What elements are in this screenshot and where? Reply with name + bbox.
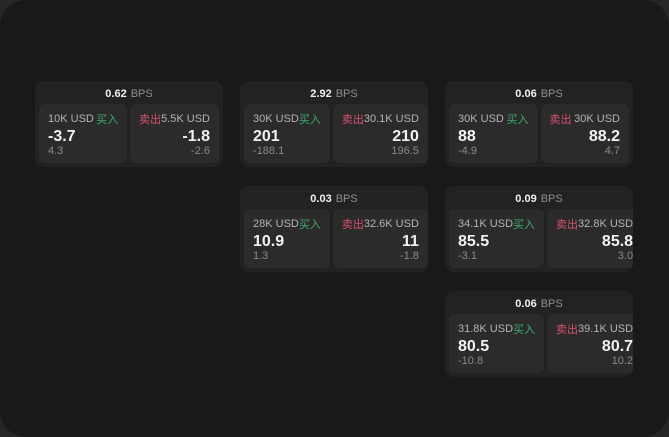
sell-size-label: 32.8K USD — [578, 218, 633, 230]
bps-header: 0.06 BPS — [445, 81, 633, 104]
buy-side-label: 买入 — [513, 219, 536, 231]
buy-delta-value: 4.3 — [48, 145, 64, 157]
buy-delta-value: -3.1 — [458, 250, 477, 262]
bps-unit-label: BPS — [130, 87, 153, 100]
sell-size-label: 5.5K USD — [161, 113, 210, 125]
buy-side-label: 买入 — [513, 324, 536, 336]
quote-card: 0.09 BPS 34.1K USD 买入 85.5 -3.1 卖出 32.8K… — [445, 186, 633, 272]
buy-quote-pane[interactable]: 31.8K USD 买入 80.5 -10.8 — [449, 314, 545, 373]
bps-value: 0.09 — [515, 192, 537, 205]
sell-side-label: 卖出 — [549, 114, 572, 126]
bps-header: 0.03 BPS — [240, 186, 428, 209]
sell-side-label: 卖出 — [556, 324, 579, 336]
buy-side-label: 买入 — [96, 114, 119, 126]
buy-side-label: 买入 — [298, 219, 321, 231]
buy-delta-value: -4.9 — [458, 145, 477, 157]
buy-quote-pane[interactable]: 28K USD 买入 10.9 1.3 — [244, 209, 330, 268]
bps-value: 2.92 — [310, 87, 332, 100]
quote-panes: 10K USD 买入 -3.7 4.3 卖出 5.5K USD -1.8 -2.… — [35, 104, 223, 167]
sell-quote-pane[interactable]: 卖出 30K USD 88.2 4.7 — [540, 104, 629, 163]
bps-header: 2.92 BPS — [240, 81, 428, 104]
sell-delta-value: 10.2 — [611, 355, 633, 367]
sell-price-value: 11 — [401, 232, 419, 250]
quote-panes: 30K USD 买入 201 -188.1 卖出 30.1K USD 210 1… — [240, 104, 428, 167]
buy-delta-value: -10.8 — [458, 355, 484, 367]
buy-size-label: 28K USD — [253, 218, 299, 230]
buy-size-label: 30K USD — [253, 113, 299, 125]
sell-size-label: 32.6K USD — [363, 218, 419, 230]
bps-header: 0.09 BPS — [445, 186, 633, 209]
buy-side-label: 买入 — [298, 114, 321, 126]
quote-card: 0.62 BPS 10K USD 买入 -3.7 4.3 卖出 5.5K USD… — [35, 81, 223, 167]
sell-side-label: 卖出 — [341, 114, 364, 126]
sell-quote-pane[interactable]: 卖出 32.8K USD 85.8 3.0 — [547, 209, 633, 268]
sell-price-value: 88.2 — [588, 127, 620, 145]
bps-header: 0.62 BPS — [35, 81, 223, 104]
bps-unit-label: BPS — [335, 192, 358, 205]
bps-value: 0.62 — [105, 87, 127, 100]
sell-delta-value: 4.7 — [604, 145, 620, 157]
quote-panes: 31.8K USD 买入 80.5 -10.8 卖出 39.1K USD 80.… — [445, 314, 633, 377]
bps-value: 0.06 — [515, 87, 537, 100]
quote-panes: 30K USD 买入 88 -4.9 卖出 30K USD 88.2 4.7 — [445, 104, 633, 167]
buy-size-label: 34.1K USD — [458, 218, 514, 230]
bps-value: 0.06 — [515, 297, 537, 310]
quote-card: 0.03 BPS 28K USD 买入 10.9 1.3 卖出 32.6K US… — [240, 186, 428, 272]
quote-card: 2.92 BPS 30K USD 买入 201 -188.1 卖出 30.1K … — [240, 81, 428, 167]
bps-unit-label: BPS — [540, 192, 563, 205]
sell-delta-value: 196.5 — [391, 145, 419, 157]
buy-price-value: 88 — [458, 127, 476, 145]
buy-price-value: 80.5 — [458, 337, 490, 355]
buy-size-label: 10K USD — [48, 113, 94, 125]
buy-delta-value: -188.1 — [253, 145, 285, 157]
quote-panes: 28K USD 买入 10.9 1.3 卖出 32.6K USD 11 -1.8 — [240, 209, 428, 272]
bps-unit-label: BPS — [540, 87, 563, 100]
bps-value: 0.03 — [310, 192, 332, 205]
sell-delta-value: -2.6 — [191, 145, 210, 157]
sell-size-label: 39.1K USD — [578, 323, 633, 335]
sell-quote-pane[interactable]: 卖出 30.1K USD 210 196.5 — [332, 104, 428, 163]
buy-quote-pane[interactable]: 34.1K USD 买入 85.5 -3.1 — [449, 209, 545, 268]
sell-price-value: 85.8 — [601, 232, 633, 250]
bps-unit-label: BPS — [540, 297, 563, 310]
bps-header: 0.06 BPS — [445, 291, 633, 314]
bps-unit-label: BPS — [335, 87, 358, 100]
sell-size-label: 30.1K USD — [363, 113, 419, 125]
sell-price-value: 210 — [392, 127, 419, 145]
sell-quote-pane[interactable]: 卖出 39.1K USD 80.7 10.2 — [547, 314, 633, 373]
buy-price-value: -3.7 — [48, 127, 76, 145]
buy-price-value: 201 — [253, 127, 280, 145]
sell-side-label: 卖出 — [556, 219, 579, 231]
sell-size-label: 30K USD — [574, 113, 620, 125]
buy-quote-pane[interactable]: 30K USD 买入 201 -188.1 — [244, 104, 330, 163]
buy-quote-pane[interactable]: 30K USD 买入 88 -4.9 — [449, 104, 538, 163]
sell-delta-value: -1.8 — [399, 250, 419, 262]
sell-side-label: 卖出 — [139, 114, 162, 126]
buy-size-label: 30K USD — [458, 113, 504, 125]
sell-price-value: -1.8 — [182, 127, 210, 145]
sell-price-value: 80.7 — [601, 337, 633, 355]
buy-side-label: 买入 — [506, 114, 529, 126]
buy-price-value: 85.5 — [458, 232, 490, 250]
buy-price-value: 10.9 — [253, 232, 285, 250]
sell-quote-pane[interactable]: 卖出 5.5K USD -1.8 -2.6 — [130, 104, 219, 163]
buy-quote-pane[interactable]: 10K USD 买入 -3.7 4.3 — [39, 104, 128, 163]
sell-delta-value: 3.0 — [617, 250, 633, 262]
quote-card: 0.06 BPS 31.8K USD 买入 80.5 -10.8 卖出 39.1… — [445, 291, 633, 377]
sell-side-label: 卖出 — [341, 219, 364, 231]
buy-size-label: 31.8K USD — [458, 323, 514, 335]
quote-panes: 34.1K USD 买入 85.5 -3.1 卖出 32.8K USD 85.8… — [445, 209, 633, 272]
buy-delta-value: 1.3 — [253, 250, 269, 262]
quote-card: 0.06 BPS 30K USD 买入 88 -4.9 卖出 30K USD 8… — [445, 81, 633, 167]
sell-quote-pane[interactable]: 卖出 32.6K USD 11 -1.8 — [332, 209, 428, 268]
